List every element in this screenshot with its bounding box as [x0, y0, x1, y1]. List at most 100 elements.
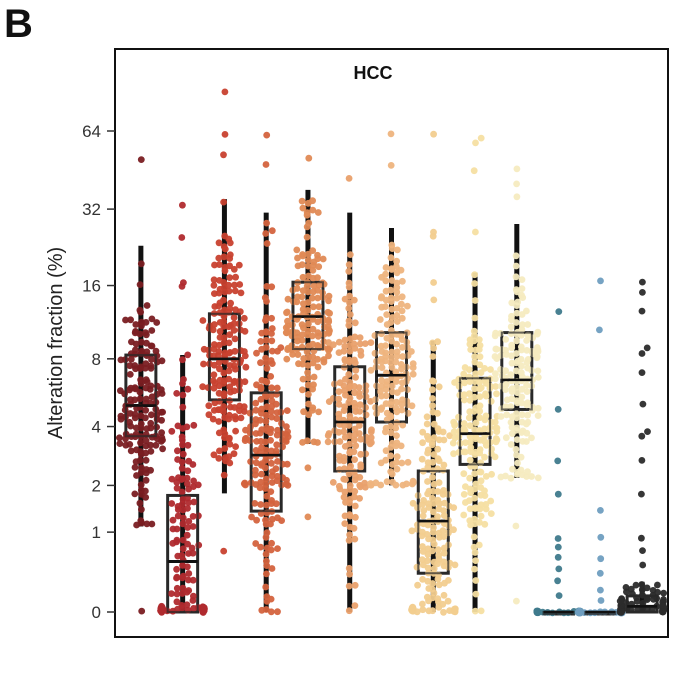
data-point — [523, 420, 530, 428]
data-point — [440, 461, 448, 469]
data-point — [263, 364, 271, 372]
data-point — [284, 295, 292, 303]
data-point — [508, 413, 516, 421]
data-point — [148, 356, 155, 363]
data-point — [304, 256, 312, 264]
data-point — [299, 306, 307, 313]
data-point — [143, 348, 151, 356]
data-point — [475, 346, 483, 353]
data-point — [555, 565, 563, 573]
data-point — [534, 346, 542, 354]
data-point — [137, 481, 145, 489]
data-point — [408, 402, 416, 410]
data-point — [534, 474, 542, 482]
data-point — [127, 396, 134, 403]
data-point — [430, 378, 437, 385]
data-point — [303, 282, 311, 290]
data-point — [148, 327, 156, 334]
data-point — [309, 325, 317, 333]
data-point — [147, 441, 155, 449]
data-point — [345, 321, 353, 329]
data-point — [460, 370, 468, 378]
data-point — [461, 379, 468, 387]
data-point — [252, 430, 260, 437]
data-point — [597, 277, 604, 285]
data-point — [189, 461, 197, 468]
data-point — [258, 410, 265, 417]
data-point — [319, 255, 327, 263]
data-point — [461, 364, 469, 371]
data-point — [424, 463, 432, 471]
data-point — [225, 453, 233, 461]
data-point — [253, 459, 260, 467]
data-point — [460, 420, 468, 427]
data-point — [477, 468, 485, 476]
data-point — [472, 557, 479, 564]
data-point — [493, 424, 501, 432]
data-point — [341, 357, 349, 365]
data-point — [387, 162, 395, 169]
data-point — [220, 198, 228, 206]
data-point — [513, 180, 520, 188]
data-point — [397, 361, 405, 368]
data-point — [216, 376, 224, 384]
data-point — [460, 511, 468, 519]
data-point — [597, 555, 605, 563]
data-point — [225, 323, 233, 331]
data-point — [184, 540, 192, 548]
y-tick-label: 1 — [92, 523, 101, 542]
data-point — [138, 607, 146, 615]
data-point — [434, 409, 441, 417]
data-point — [414, 581, 421, 589]
data-point — [346, 570, 353, 578]
data-point — [404, 458, 412, 466]
data-point — [554, 457, 562, 465]
data-point — [476, 519, 483, 526]
data-point — [299, 386, 306, 394]
data-point — [351, 436, 358, 444]
data-point — [179, 356, 186, 364]
data-point — [435, 551, 443, 559]
group-9 — [449, 134, 501, 615]
data-point — [430, 434, 438, 442]
data-point — [210, 371, 218, 379]
data-point — [185, 576, 192, 584]
data-point — [179, 201, 186, 209]
data-point — [308, 294, 316, 302]
data-point — [465, 390, 473, 398]
data-point — [179, 536, 187, 544]
data-point — [200, 345, 208, 353]
data-point — [450, 428, 458, 436]
data-point — [252, 466, 259, 474]
data-point — [491, 418, 499, 426]
data-point — [408, 604, 416, 612]
data-point — [190, 498, 198, 506]
data-point — [408, 527, 416, 535]
data-point — [382, 287, 390, 295]
data-point — [387, 294, 395, 302]
data-point — [340, 407, 348, 414]
data-point — [117, 387, 124, 395]
data-point — [394, 318, 401, 325]
data-point — [305, 391, 312, 398]
data-point — [355, 390, 363, 397]
data-point — [507, 403, 515, 410]
data-point — [309, 359, 317, 367]
data-point — [257, 385, 265, 393]
data-point — [351, 493, 358, 501]
data-point — [523, 388, 531, 395]
data-point — [158, 390, 166, 397]
data-point — [482, 390, 489, 398]
data-point — [476, 361, 484, 369]
data-point — [513, 309, 521, 317]
data-point — [638, 534, 645, 542]
groups — [116, 88, 668, 617]
data-point — [179, 441, 186, 449]
data-point — [388, 241, 396, 249]
data-point — [169, 516, 177, 524]
data-point — [460, 491, 468, 498]
data-point — [481, 520, 489, 528]
data-point — [419, 606, 427, 614]
data-point — [534, 412, 542, 419]
data-point — [493, 355, 501, 362]
